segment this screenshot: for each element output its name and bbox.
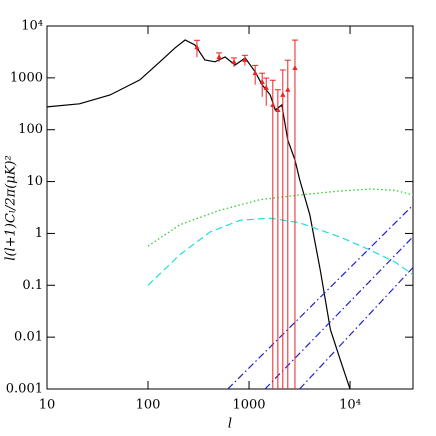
data-point: [270, 101, 276, 107]
data-point: [285, 86, 291, 92]
series-line: [299, 267, 413, 389]
series-line: [147, 217, 413, 286]
y-tick-label: 10: [26, 174, 43, 189]
plot-area: [47, 39, 413, 389]
data-point: [242, 56, 248, 62]
data-point: [259, 79, 265, 85]
y-tick-label: 1000: [10, 70, 43, 85]
data-point: [275, 106, 281, 112]
x-axis-label: l: [228, 417, 232, 432]
x-tick-label: 10⁴: [339, 398, 361, 413]
y-tick-label: 10⁴: [21, 19, 43, 34]
data-point: [280, 91, 286, 97]
series-line: [47, 39, 351, 389]
data-point: [263, 84, 269, 90]
x-tick-label: 100: [136, 398, 161, 413]
y-tick-label: 0.001: [6, 382, 43, 397]
y-tick-label: 0.1: [22, 278, 43, 293]
y-axis-label: l(l+1)Cₗ/2π(μK)²: [4, 155, 19, 260]
data-point: [216, 53, 222, 59]
data-point: [194, 44, 200, 50]
series-line: [227, 204, 413, 389]
series-line: [147, 188, 413, 247]
plot-frame: [46, 25, 414, 390]
data-point: [231, 59, 237, 65]
x-tick-label: 1000: [232, 398, 265, 413]
y-tick-label: 0.01: [14, 330, 43, 345]
series-line: [264, 236, 413, 389]
data-point: [252, 70, 258, 76]
data-point: [292, 64, 298, 70]
x-tick-label: 10: [39, 398, 56, 413]
y-tick-label: 100: [18, 122, 43, 137]
y-tick-label: 1: [35, 226, 43, 241]
